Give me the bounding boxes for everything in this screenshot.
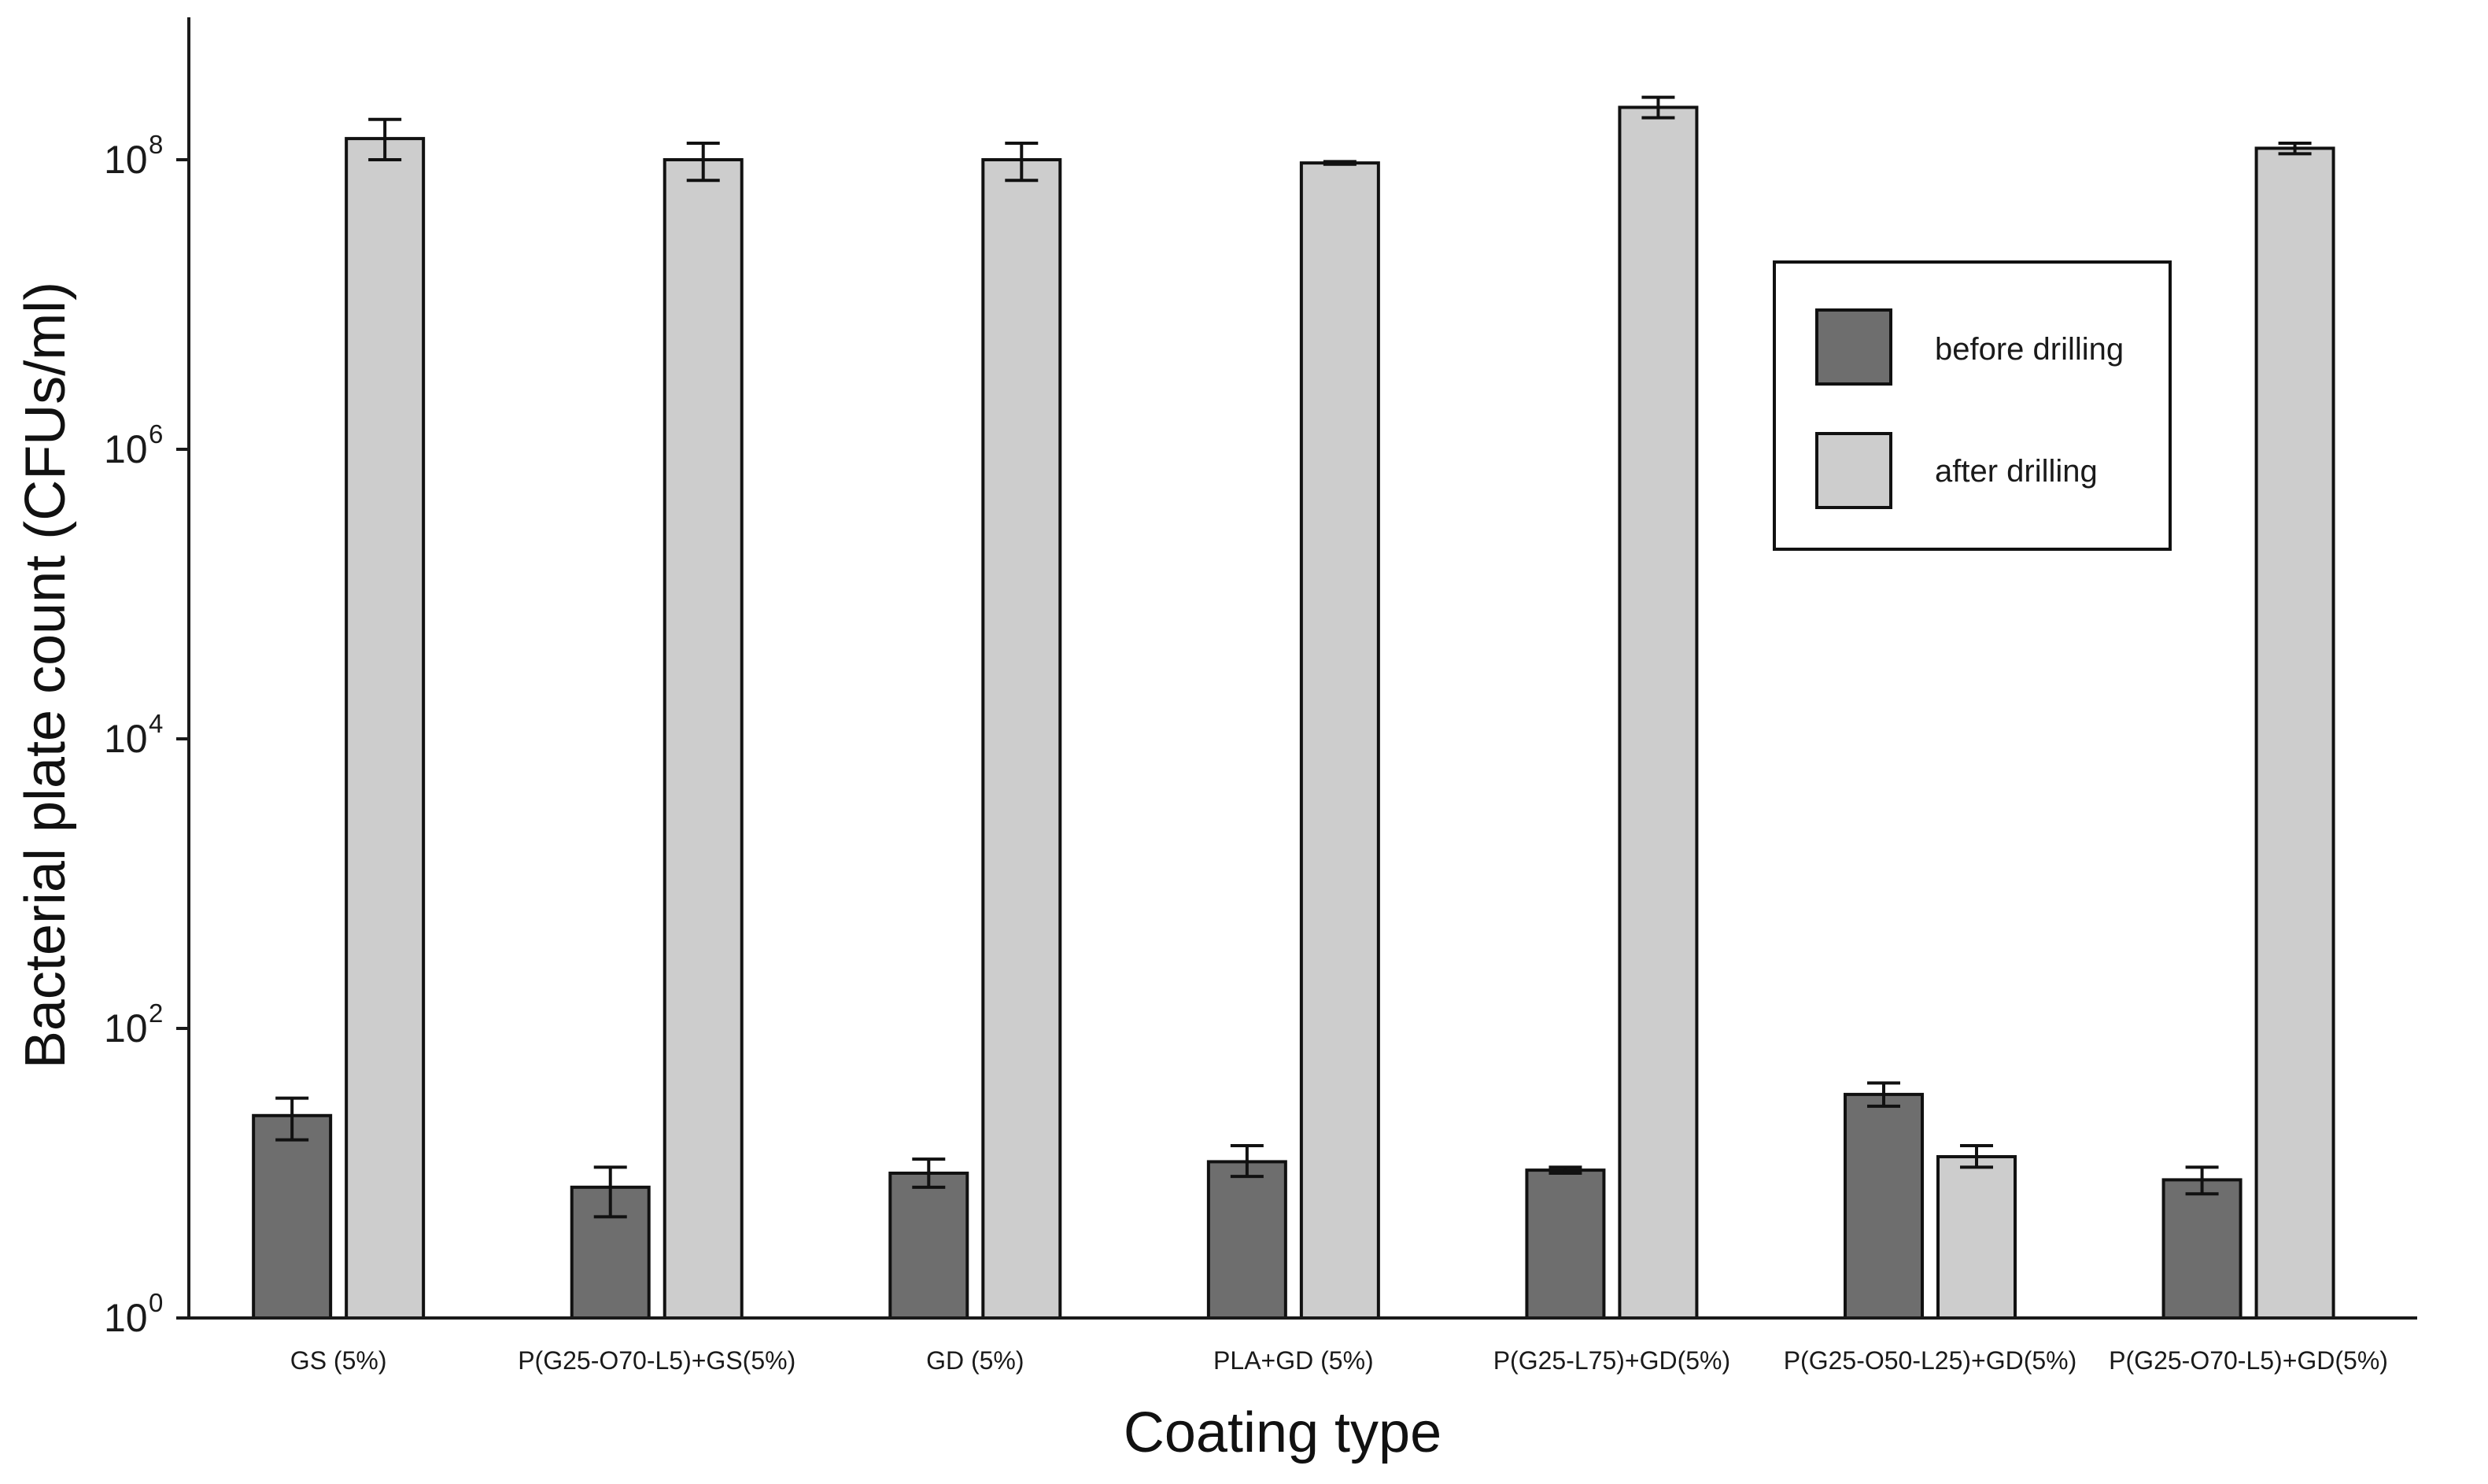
bar-before-drilling bbox=[1525, 1168, 1606, 1320]
x-axis-title: Coating type bbox=[1124, 1401, 1441, 1464]
x-tick-label: GS (5%) bbox=[290, 1346, 387, 1375]
y-tick-label: 10 bbox=[104, 717, 148, 761]
legend-label-after-drilling: after drilling bbox=[1935, 454, 2098, 489]
y-tick-exponent: 2 bbox=[149, 999, 163, 1028]
bars bbox=[252, 105, 2335, 1320]
legend-swatch-before-drilling bbox=[1815, 308, 1892, 386]
x-tick-label: P(G25-L75)+GD(5%) bbox=[1493, 1346, 1730, 1375]
x-tick-label: P(G25-O50-L25)+GD(5%) bbox=[1784, 1346, 2077, 1375]
bar-after-drilling bbox=[345, 137, 426, 1320]
bar-before-drilling bbox=[252, 1113, 333, 1320]
bar-after-drilling bbox=[1936, 1155, 2017, 1320]
bar-after-drilling bbox=[1618, 105, 1699, 1320]
x-tick-label: GD (5%) bbox=[926, 1346, 1024, 1375]
y-tick-exponent: 4 bbox=[149, 709, 163, 738]
y-tick-exponent: 0 bbox=[149, 1288, 163, 1317]
x-tick-label: P(G25-O70-L5)+GS(5%) bbox=[518, 1346, 795, 1375]
y-tick-label: 10 bbox=[104, 1296, 148, 1340]
y-tick-label: 10 bbox=[104, 1006, 148, 1050]
bar-before-drilling bbox=[1206, 1160, 1287, 1320]
legend-label-before-drilling: before drilling bbox=[1935, 332, 2124, 367]
y-tick-label: 10 bbox=[104, 427, 148, 471]
legend-swatch-after-drilling bbox=[1815, 432, 1892, 509]
y-axis-title: Bacterial plate count (CFUs/ml) bbox=[14, 282, 77, 1069]
x-tick-label: PLA+GD (5%) bbox=[1213, 1346, 1374, 1375]
x-axis-tick-labels: GS (5%) P(G25-O70-L5)+GS(5%) GD (5%) PLA+GD… bbox=[290, 1346, 2388, 1375]
legend: before drilling after drilling bbox=[1773, 260, 2172, 551]
bar-before-drilling bbox=[2161, 1178, 2243, 1320]
bar-before-drilling bbox=[1844, 1092, 1925, 1320]
bar-after-drilling bbox=[663, 158, 744, 1320]
x-tick-label: P(G25-O70-L5)+GD(5%) bbox=[2109, 1346, 2388, 1375]
bar-after-drilling bbox=[981, 158, 1062, 1320]
y-tick-exponent: 8 bbox=[149, 130, 163, 159]
error-bars bbox=[275, 95, 2312, 1219]
bar-after-drilling bbox=[1299, 161, 1380, 1320]
bar-before-drilling bbox=[888, 1172, 969, 1320]
y-tick-label: 10 bbox=[104, 138, 148, 182]
bar-after-drilling bbox=[2254, 146, 2335, 1320]
y-tick-exponent: 6 bbox=[149, 419, 163, 449]
